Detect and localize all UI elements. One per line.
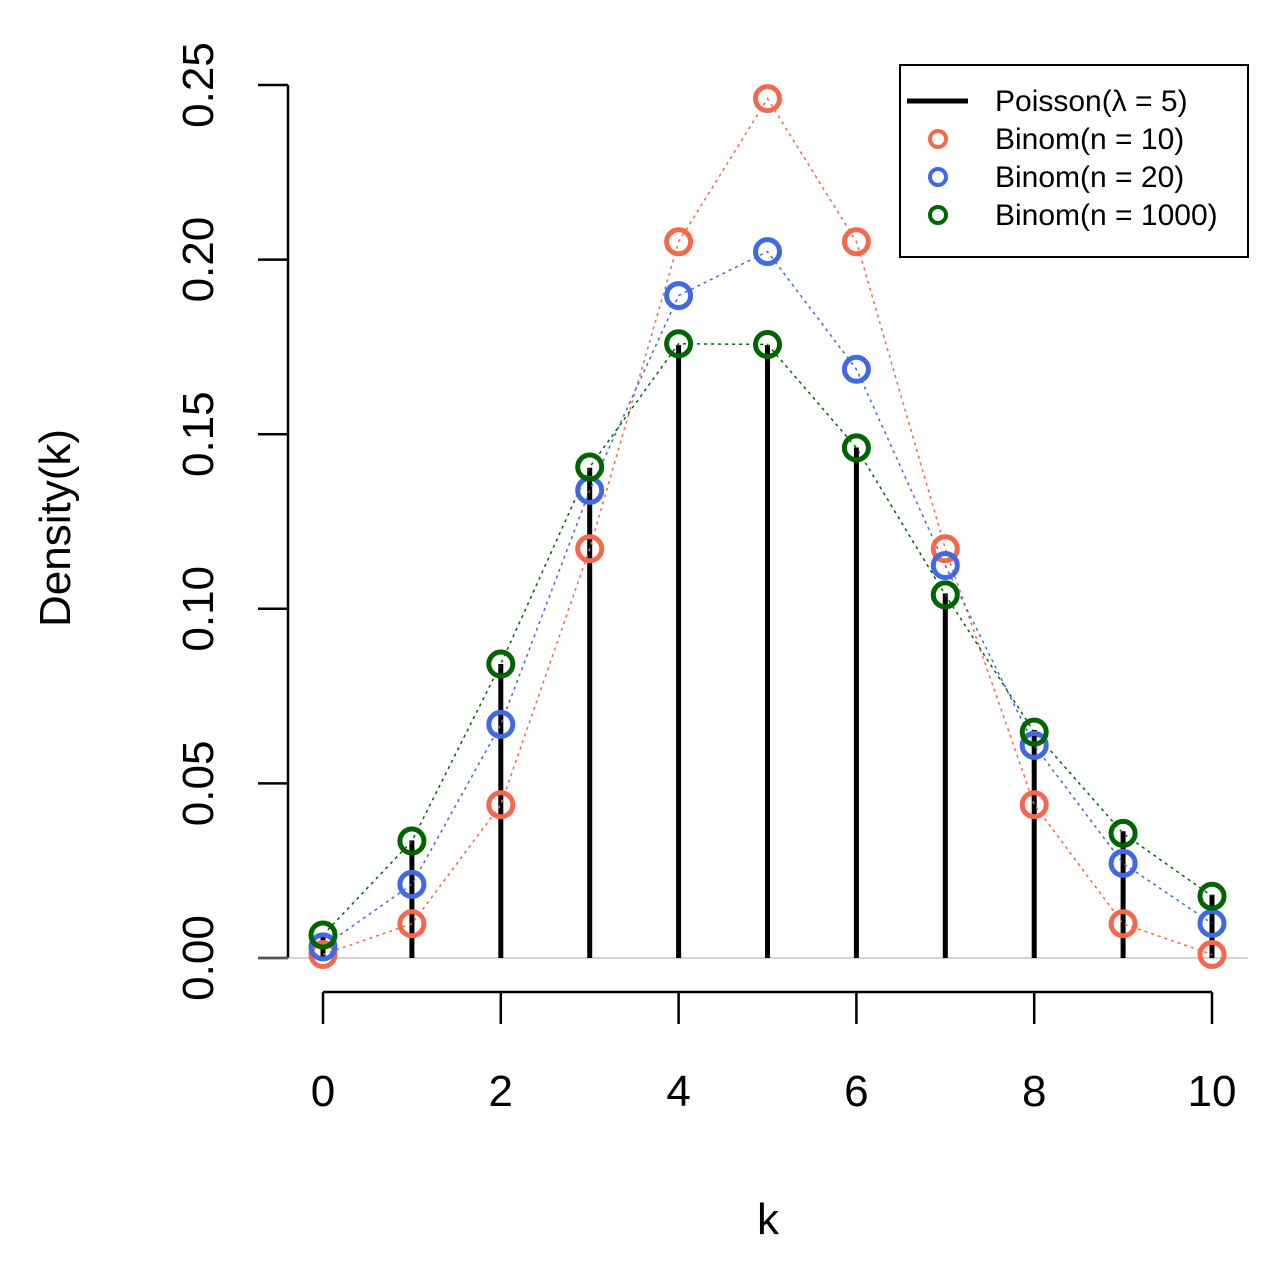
data-point <box>841 433 871 463</box>
data-point <box>1108 909 1138 939</box>
data-point <box>397 909 427 939</box>
data-point <box>1019 730 1049 760</box>
data-point <box>753 237 782 267</box>
y-tick-label: 0.25 <box>174 42 223 128</box>
y-tick-label: 0.00 <box>174 915 223 1001</box>
series-line <box>322 343 1213 936</box>
data-point <box>575 534 605 564</box>
data-point <box>486 790 516 820</box>
data-point <box>397 869 427 899</box>
legend-label: Binom(n = 10) <box>995 123 1184 156</box>
legend-label: Binom(n = 20) <box>995 161 1184 194</box>
x-tick-label: 2 <box>489 1067 513 1116</box>
x-axis-title: k <box>757 1195 780 1244</box>
legend-marker <box>928 167 948 187</box>
data-point <box>1197 908 1227 938</box>
data-point <box>1108 818 1138 848</box>
x-axis: 0 2 4 6 8 10 <box>311 990 1237 1116</box>
data-point <box>1197 881 1227 911</box>
x-tick-label: 0 <box>311 1067 335 1116</box>
y-tick-label: 0.20 <box>174 217 223 303</box>
data-point <box>930 580 960 610</box>
y-axis: 0.00 0.05 0.10 0.15 0.20 0.25 <box>174 42 290 1001</box>
y-tick-label: 0.05 <box>174 741 223 827</box>
x-tick-label: 10 <box>1188 1067 1237 1116</box>
x-tick-label: 4 <box>666 1067 690 1116</box>
data-point <box>930 550 960 580</box>
legend-box <box>899 64 1249 258</box>
data-point <box>664 281 694 311</box>
data-point <box>753 84 782 114</box>
series-line <box>322 250 1213 948</box>
data-point <box>841 227 871 257</box>
data-point <box>397 826 427 856</box>
legend: Poisson(λ = 5) Binom(n = 10) Binom(n = 20)… <box>899 64 1249 258</box>
legend-label: Poisson(λ = 5) <box>995 85 1188 118</box>
plot-area <box>258 84 1248 970</box>
data-point <box>486 709 516 739</box>
data-point <box>575 452 605 482</box>
data-point <box>308 932 338 962</box>
legend-marker <box>928 129 948 149</box>
y-axis-title: Density(k) <box>31 429 80 627</box>
data-point <box>1197 940 1227 970</box>
data-point <box>664 329 694 359</box>
data-point <box>1108 848 1138 878</box>
x-tick-label: 6 <box>844 1067 868 1116</box>
data-point <box>841 354 871 384</box>
data-point <box>753 329 782 359</box>
legend-label: Binom(n = 1000) <box>995 199 1218 232</box>
legend-marker <box>928 205 948 225</box>
data-point <box>308 920 338 950</box>
data-point <box>930 534 960 564</box>
data-point <box>1019 790 1049 820</box>
y-tick-label: 0.10 <box>174 566 223 652</box>
series-line <box>322 97 1213 956</box>
x-tick-label: 8 <box>1022 1067 1046 1116</box>
data-point <box>486 649 516 679</box>
data-point <box>1019 717 1049 747</box>
data-point <box>664 227 694 257</box>
y-tick-label: 0.15 <box>174 391 223 477</box>
